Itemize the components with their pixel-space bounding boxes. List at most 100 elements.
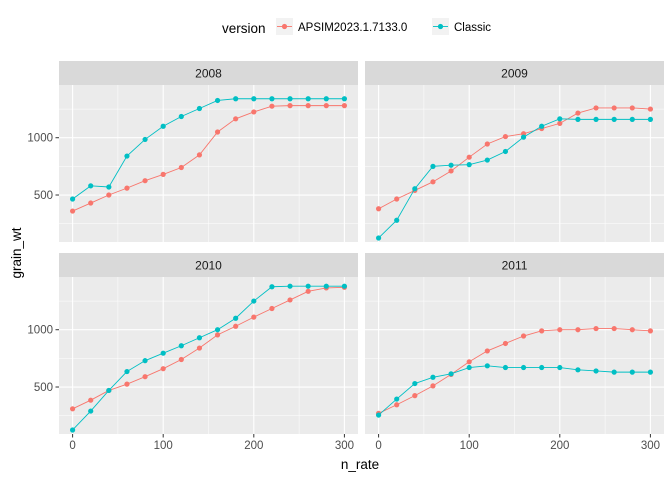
x-axis-title: n_rate [341,457,379,472]
legend-label: APSIM2023.1.7133.0 [298,22,407,34]
x-tick-label: 200 [244,440,263,452]
data-point [106,387,112,394]
data-point [160,366,166,372]
data-point [502,133,509,140]
data-point [269,103,275,109]
facet-panel: 2011 [365,253,664,434]
data-point [394,396,400,402]
data-point [448,162,454,168]
data-point [233,323,239,329]
facet-panel: 2009 [365,61,664,242]
data-point [593,105,599,111]
data-point [375,235,382,241]
data-point [412,380,418,387]
data-point [647,328,654,334]
data-point [323,103,329,109]
data-point [160,350,166,356]
legend-key-point [437,23,444,30]
data-point [196,105,203,112]
data-point [629,105,635,111]
data-point [430,374,436,380]
data-point [69,196,76,202]
data-point [287,103,293,109]
data-point [375,412,382,418]
data-point [305,103,311,109]
data-point [629,369,635,375]
data-point [647,116,654,122]
data-point [629,116,635,122]
facet-strip [365,253,664,277]
data-point [214,97,221,104]
data-point [214,332,221,338]
data-point [394,402,400,408]
data-point [269,305,275,312]
data-point [323,96,329,102]
data-point [233,315,239,321]
data-point [502,364,509,371]
data-point [214,129,221,135]
legend-title: version [222,21,266,36]
data-point [539,364,545,371]
series-line [378,118,651,239]
series-line [72,286,345,410]
x-tick: 300 [641,434,660,452]
data-point [466,162,472,168]
x-tick: 0 [375,434,382,452]
data-point [484,141,490,147]
data-point [539,328,545,334]
data-point [178,113,184,120]
data-point [430,179,436,185]
data-point [178,356,184,363]
data-point [124,368,130,375]
data-point [269,96,275,102]
facet-strip [59,61,358,85]
facet-label: 2008 [195,67,222,81]
data-point [88,408,94,414]
data-point [305,288,311,294]
data-point [142,374,148,380]
series [69,283,348,433]
y-tick-label: 500 [34,190,53,202]
series-line [72,285,345,431]
data-point [124,185,130,191]
data-point [233,116,239,122]
data-point [394,196,400,202]
data-point [394,217,400,223]
data-point [251,298,257,304]
facet-label: 2011 [502,259,528,273]
data-point [502,340,509,347]
facet-label: 2010 [195,259,222,273]
y-tick: 1000 [27,325,59,337]
legend-label: Classic [454,22,491,34]
series-line [72,98,345,200]
data-point [593,368,599,374]
x-tick-label: 300 [335,440,354,452]
data-point [196,335,203,341]
data-point [557,364,563,371]
data-point [611,105,617,111]
data-point [142,358,148,364]
data-point [341,96,348,102]
data-point [251,109,257,115]
y-tick-label: 1000 [27,325,53,337]
facet-strip [365,61,664,85]
data-point [647,369,654,375]
data-point [178,164,184,171]
data-point [341,283,348,289]
series [375,363,654,418]
data-point [69,208,76,214]
y-axis-title: grain_wt [9,227,24,278]
x-tick: 200 [244,434,263,452]
series [69,96,348,202]
facet-strip [59,253,358,277]
data-point [593,325,599,332]
data-point [142,136,148,143]
x-tick-label: 200 [550,440,569,452]
data-point [629,327,635,333]
data-point [124,153,130,159]
series-line [378,107,651,210]
data-point [611,325,617,332]
data-point [233,96,239,102]
data-point [106,192,112,198]
data-point [142,178,148,184]
